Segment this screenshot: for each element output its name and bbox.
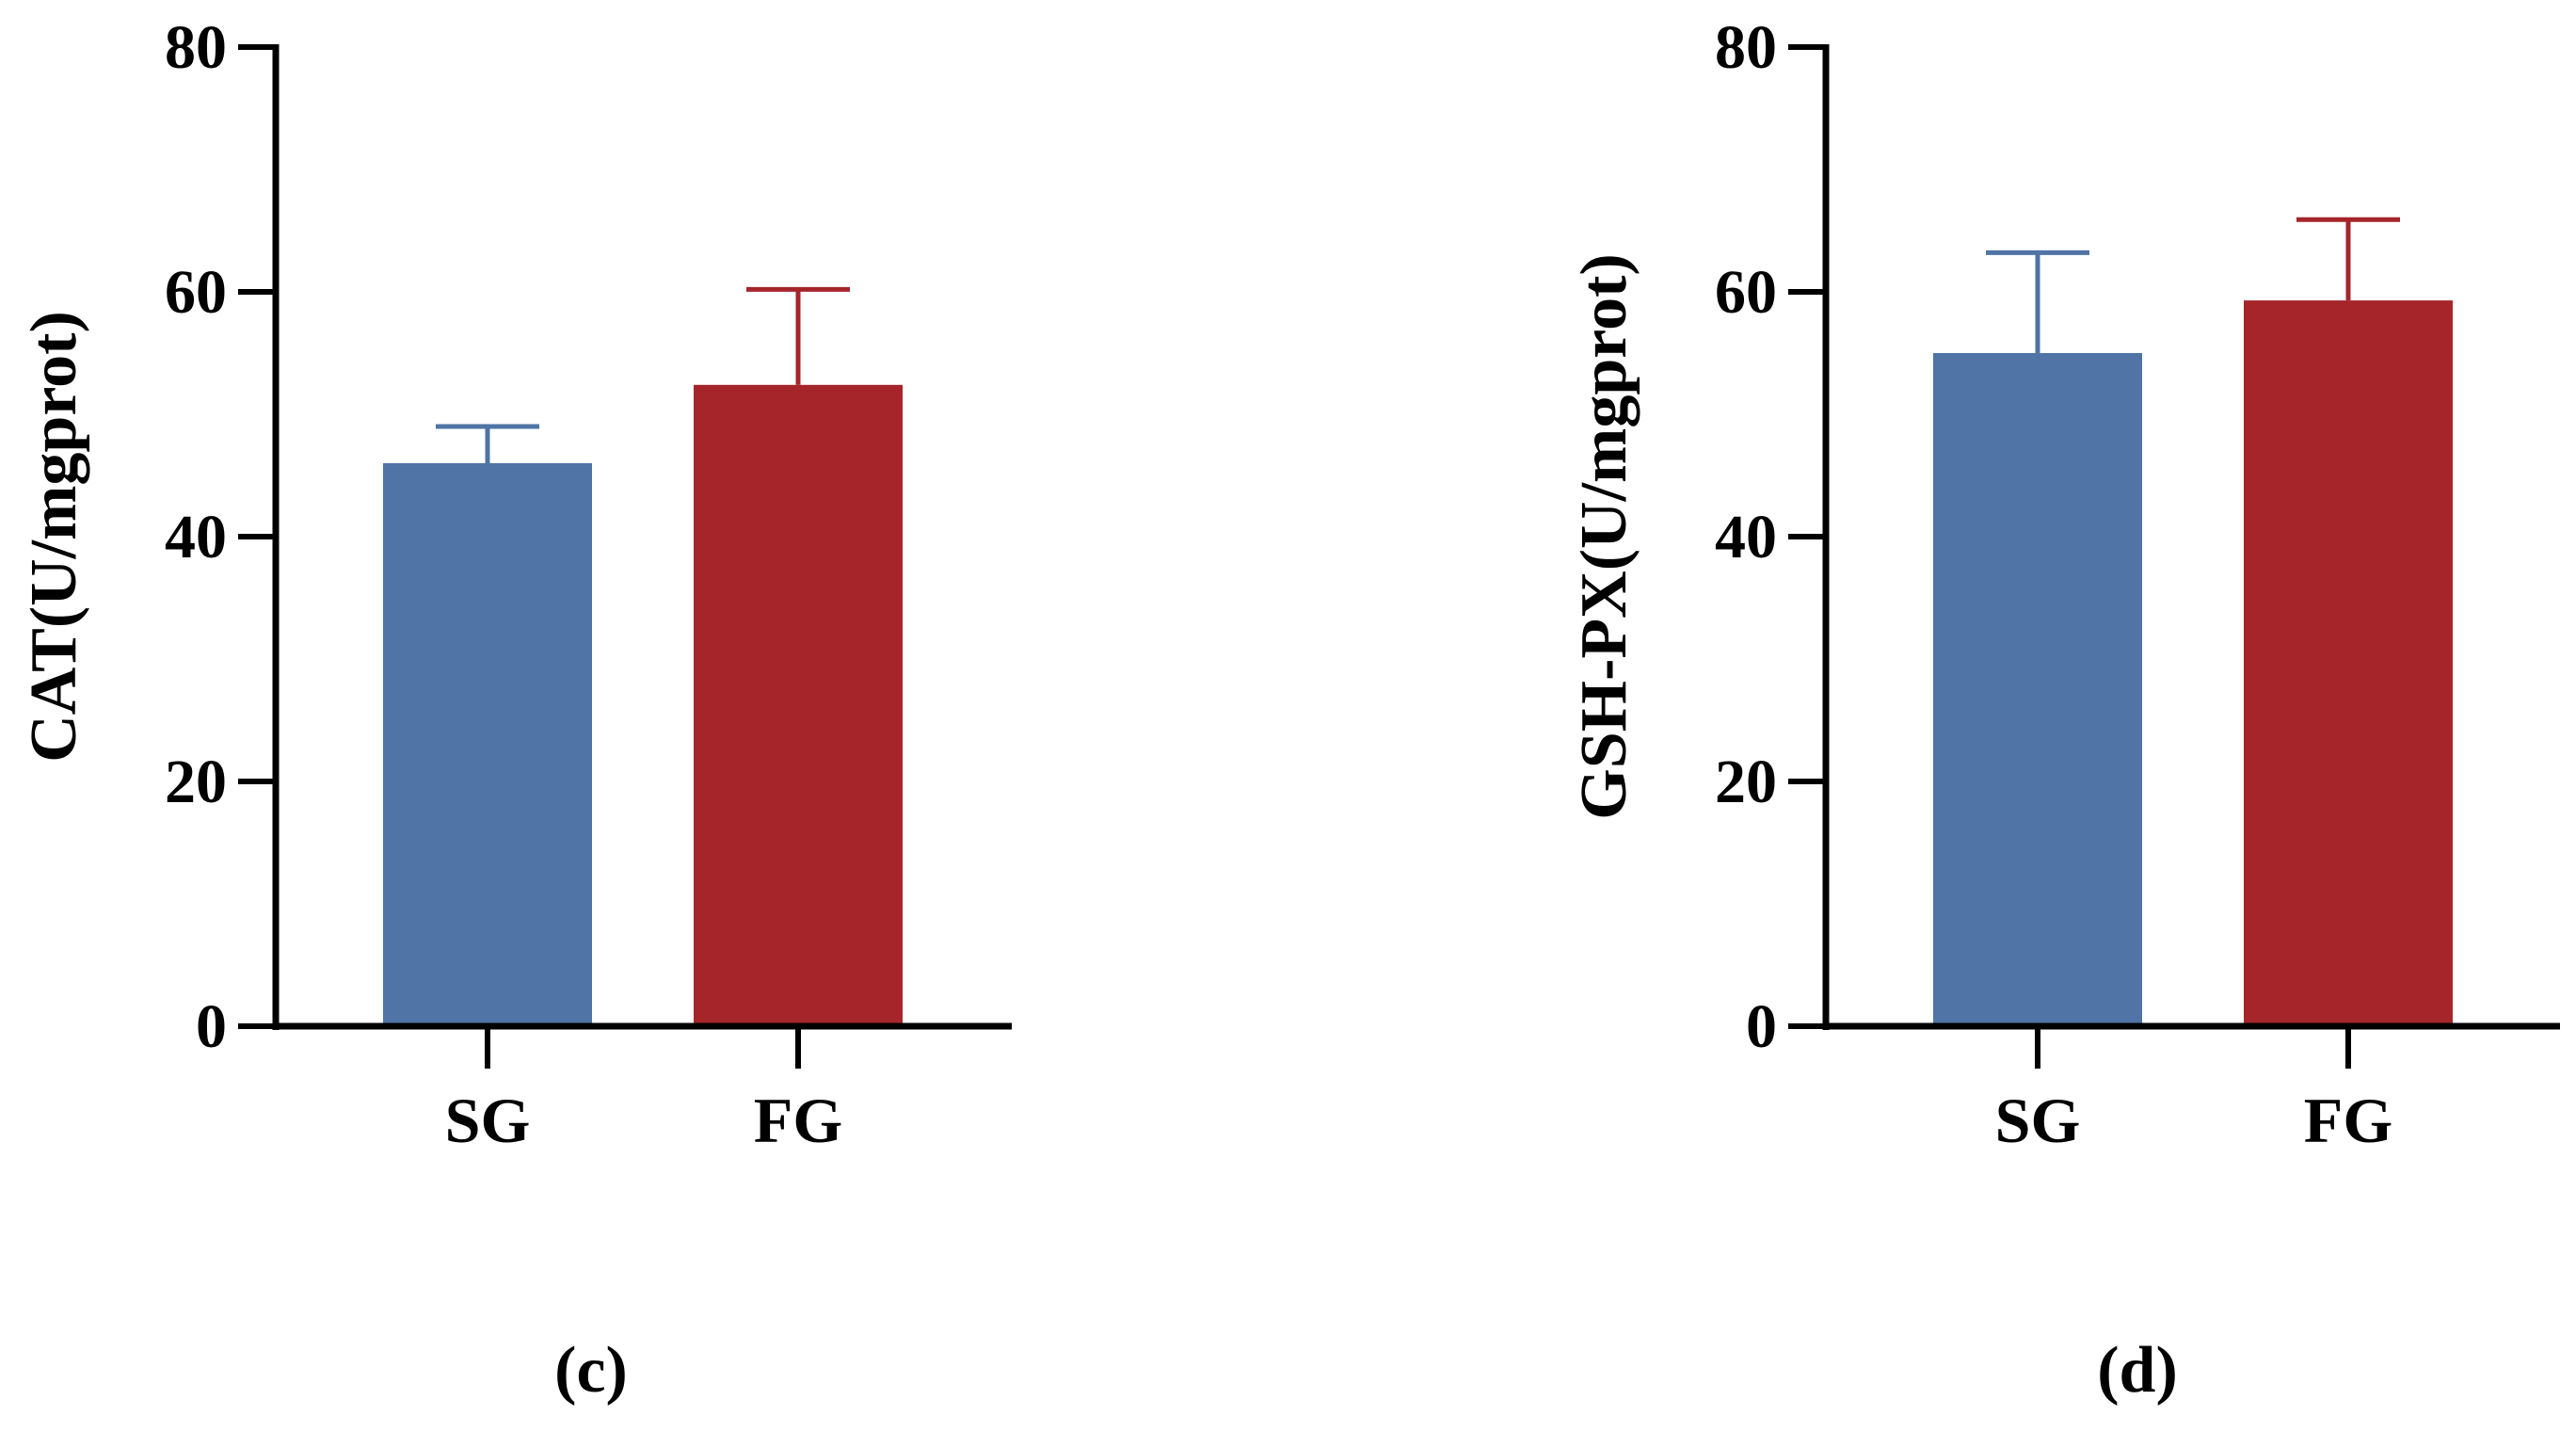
y-tick-label: 40 bbox=[165, 503, 227, 571]
y-tick-label: 40 bbox=[1715, 503, 1777, 571]
y-tick-label: 0 bbox=[196, 992, 227, 1061]
y-tick-label: 0 bbox=[1746, 992, 1777, 1061]
y-tick-label: 20 bbox=[165, 748, 227, 816]
bar-fg bbox=[694, 384, 903, 1026]
panel-label: (c) bbox=[554, 1334, 628, 1407]
bar-sg bbox=[383, 463, 592, 1026]
y-axis-title: CAT(U/mgprot) bbox=[18, 311, 90, 763]
y-axis-title: GSH-PX(U/mgprot) bbox=[1568, 253, 1640, 819]
chart-panel-d: GSH-PX(U/mgprot) (d) 0 20 40 60 80 SG FG bbox=[1568, 13, 2560, 1407]
bar-fg bbox=[2244, 300, 2453, 1027]
y-tick-label: 80 bbox=[165, 13, 227, 82]
panel-label: (d) bbox=[2097, 1334, 2178, 1407]
x-tick-label: SG bbox=[1995, 1085, 2081, 1156]
y-tick-label: 20 bbox=[1715, 748, 1777, 816]
x-tick-label: FG bbox=[2304, 1085, 2392, 1156]
y-tick-label: 80 bbox=[1715, 13, 1777, 82]
chart-panel-c: CAT(U/mgprot) (c) 0 20 40 60 80 SG FG bbox=[18, 13, 1012, 1407]
y-tick-label: 60 bbox=[165, 258, 227, 327]
bar-sg bbox=[1933, 353, 2142, 1026]
x-tick-label: SG bbox=[445, 1085, 531, 1156]
x-tick-label: FG bbox=[754, 1085, 842, 1156]
y-tick-label: 60 bbox=[1715, 258, 1777, 327]
